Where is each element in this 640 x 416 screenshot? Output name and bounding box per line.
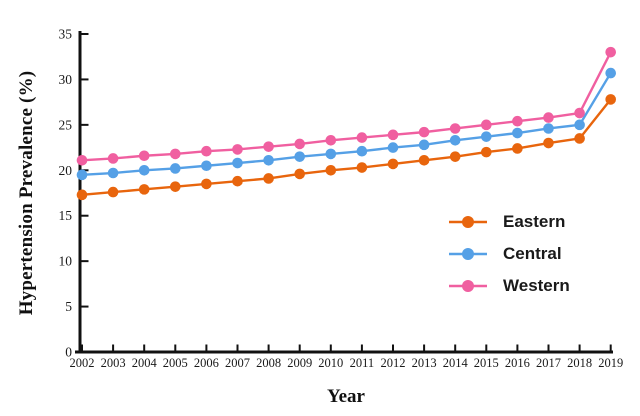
data-point-eastern-2011 [356,162,368,173]
data-point-eastern-2007 [232,175,243,187]
data-point-eastern-2019 [605,94,616,105]
eastern-line-marker-icon [449,216,487,228]
data-point-eastern-2004 [138,184,150,195]
data-point-eastern-2002 [76,189,88,201]
data-point-central-2006 [201,160,212,172]
data-point-eastern-2017 [543,137,554,149]
data-point-western-2011 [356,132,368,143]
data-point-western-2016 [512,115,523,127]
data-point-western-2002 [76,154,88,166]
x-tick-label: 2012 [381,356,406,370]
data-point-central-2014 [449,135,461,146]
y-tick-label: 5 [65,299,72,314]
y-tick-label: 35 [59,27,73,42]
data-point-western-2004 [138,150,150,162]
data-point-central-2004 [138,164,150,176]
central-line-marker-icon [449,248,487,260]
x-tick-label: 2004 [132,356,158,370]
data-point-central-2013 [418,139,430,151]
legend-label-central: Central [503,244,562,263]
legend-label-eastern: Eastern [503,212,566,231]
data-point-central-2019 [605,67,616,79]
data-point-western-2003 [107,153,119,164]
y-tick-label: 0 [65,345,72,360]
data-point-central-2005 [170,163,181,174]
data-point-western-2010 [325,135,337,146]
x-tick-label: 2017 [536,356,561,370]
data-point-central-2011 [356,145,368,157]
data-point-central-2008 [263,154,274,166]
data-point-eastern-2006 [201,178,212,190]
data-point-central-2012 [387,142,399,153]
x-tick-label: 2014 [443,356,469,370]
x-tick-label: 2007 [225,356,250,370]
data-point-western-2014 [449,123,461,134]
y-tick-label: 10 [59,254,73,269]
x-tick-label: 2005 [163,356,188,370]
y-tick-label: 30 [59,72,73,87]
data-point-western-2013 [418,126,430,138]
legend-label-western: Western [503,276,570,295]
data-point-western-2005 [170,148,181,160]
series-line-western [80,50,612,162]
x-tick-label: 2018 [567,356,592,370]
y-tick-label: 25 [59,117,73,132]
data-point-central-2003 [107,167,119,179]
data-point-eastern-2008 [263,173,274,184]
x-tick-label: 2010 [318,356,343,370]
data-point-central-2017 [543,123,554,134]
data-point-central-2018 [574,119,585,131]
data-point-western-2006 [201,145,212,157]
data-point-western-2008 [263,141,274,152]
x-tick-label: 2006 [194,356,219,370]
data-point-eastern-2012 [387,158,399,170]
data-point-central-2007 [232,157,243,169]
series-line-eastern [80,98,612,197]
x-tick-label: 2019 [598,356,623,370]
x-tick-label: 2015 [474,356,499,370]
x-tick-label: 2009 [287,356,312,370]
data-point-central-2002 [76,169,88,181]
x-tick-label: 2016 [505,356,530,370]
data-point-western-2018 [574,107,585,119]
y-tick-label: 15 [59,208,73,223]
data-point-western-2019 [605,46,616,58]
chart-legend: Eastern Central Western [448,206,570,302]
data-point-eastern-2005 [170,181,181,192]
data-point-eastern-2010 [325,164,337,176]
series-line-central [80,71,612,177]
legend-item-central: Central [448,238,570,270]
data-point-eastern-2018 [574,133,585,144]
data-point-central-2010 [325,148,337,160]
x-tick-label: 2002 [70,356,95,370]
data-point-central-2015 [481,131,492,142]
data-point-western-2007 [232,144,243,155]
x-tick-label: 2008 [256,356,281,370]
data-point-central-2009 [294,151,306,162]
x-axis-title: Year [327,386,365,407]
western-line-marker-icon [449,280,487,292]
data-point-western-2015 [481,119,492,131]
legend-item-western: Western [448,270,570,302]
data-point-eastern-2013 [418,154,430,166]
data-point-eastern-2003 [107,186,119,198]
y-tick-label: 20 [59,163,73,178]
data-point-western-2017 [543,112,554,123]
data-point-western-2012 [387,129,399,141]
y-axis-title: Hypertension Prevalence (%) [16,70,37,316]
data-point-central-2016 [512,127,523,139]
x-tick-label: 2011 [350,356,375,370]
data-point-western-2009 [294,138,306,150]
legend-item-eastern: Eastern [448,206,570,238]
data-point-eastern-2009 [294,168,306,180]
x-tick-label: 2013 [412,356,437,370]
data-point-eastern-2014 [449,151,461,162]
data-point-eastern-2016 [512,143,523,154]
data-point-eastern-2015 [481,146,492,158]
x-tick-label: 2003 [101,356,126,370]
